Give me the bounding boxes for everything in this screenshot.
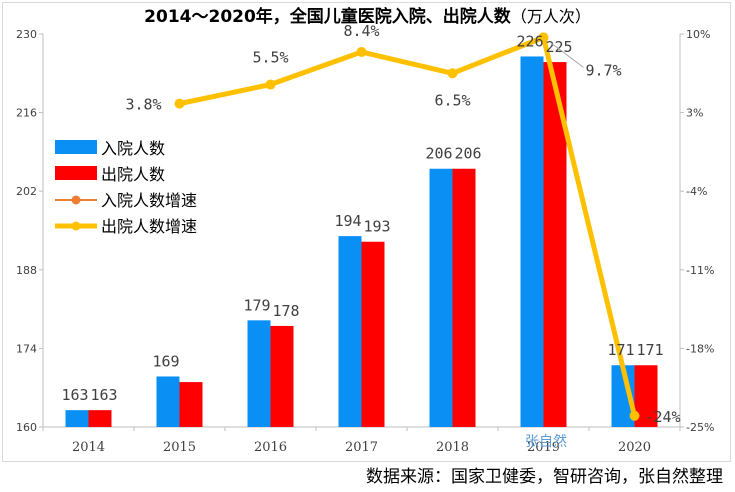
left-tick-label: 202 — [16, 185, 37, 198]
watermark: 张自然 — [525, 433, 567, 450]
growth-point — [629, 410, 640, 421]
right-tick-label: -25% — [686, 421, 714, 434]
discharges-value-label: 225 — [545, 38, 572, 56]
x-tick-label: 2015 — [163, 440, 196, 455]
growth-point — [447, 68, 458, 79]
growth-point — [538, 32, 549, 43]
admissions-bar — [338, 236, 362, 427]
admissions-bar — [247, 320, 271, 427]
right-tick-label: -4% — [686, 185, 707, 198]
discharges-bar — [179, 382, 203, 427]
x-tick-label: 2019 — [527, 440, 560, 455]
admissions-bar — [520, 56, 544, 427]
discharges-value-label: 178 — [272, 302, 299, 320]
admissions-value-label: 163 — [61, 386, 88, 404]
line-series — [174, 32, 640, 421]
admissions-bar — [65, 410, 89, 427]
admissions-bar — [429, 168, 453, 427]
chart-title-unit: （万人次） — [510, 7, 591, 26]
right-tick-label: -11% — [686, 264, 714, 277]
discharges-bar — [88, 410, 112, 427]
admissions-value-label: 169 — [152, 352, 179, 370]
right-axis: -25% -18% -11% -4% 3% 10% — [679, 28, 714, 434]
growth-point — [265, 79, 276, 90]
left-tick-label: 188 — [16, 264, 37, 277]
x-tick-label: 2020 — [618, 440, 651, 455]
left-tick-label: 174 — [16, 342, 37, 355]
x-axis: 2014 2015 2016 2017 2018 2019 2020 — [42, 426, 681, 455]
legend-label: 入院人数 — [101, 139, 165, 158]
legend-label: 出院人数增速 — [101, 217, 197, 236]
admissions-bar — [156, 376, 180, 427]
discharges-bar — [634, 365, 658, 427]
chart-title-main: 2014～2020年，全国儿童医院入院、出院人数 — [144, 7, 511, 27]
admissions-value-label: 179 — [243, 296, 270, 314]
chart-title: 2014～2020年，全国儿童医院入院、出院人数（万人次） — [0, 2, 735, 27]
right-tick-label: 3% — [686, 107, 703, 120]
right-tick-label: -18% — [686, 342, 714, 355]
left-tick-label: 160 — [16, 421, 37, 434]
chart-frame — [2, 2, 731, 462]
admissions-bar — [611, 365, 635, 427]
discharges-value-label: 171 — [636, 341, 663, 359]
x-tick-label: 2016 — [254, 440, 287, 455]
x-tick-label: 2014 — [72, 440, 105, 455]
growth-point — [174, 98, 185, 109]
discharges-value-label: 163 — [90, 386, 117, 404]
discharges-bar — [452, 168, 476, 427]
leader-line — [551, 42, 584, 68]
growth-value-label: -24% — [644, 408, 680, 426]
growth-value-label: 6.5% — [434, 91, 470, 109]
legend-label: 入院人数增速 — [101, 191, 197, 210]
discharges-value-label: 206 — [454, 145, 481, 163]
left-tick-label: 230 — [16, 28, 37, 41]
growth-value-label: 3.8% — [125, 96, 161, 114]
admissions-value-label: 206 — [425, 145, 452, 163]
discharges-growth-line — [178, 34, 637, 417]
data-labels: 163 163 169 179 178 194 193 206 206 226 225 171 171 3… — [61, 22, 680, 426]
legend-marker — [71, 195, 81, 205]
growth-value-label: 5.5% — [252, 49, 288, 67]
legend-swatch — [55, 140, 97, 154]
legend-label: 出院人数 — [101, 165, 165, 184]
discharges-value-label: 193 — [363, 218, 390, 236]
discharges-bar — [361, 241, 385, 427]
growth-value-label: 9.7% — [585, 61, 621, 79]
discharges-bar — [543, 62, 567, 427]
source-note: 数据来源：国家卫健委，智研咨询，张自然整理 — [366, 467, 723, 487]
bar-series — [65, 56, 658, 427]
left-axis: 160 174 188 202 216 230 — [16, 28, 44, 434]
left-tick-label: 216 — [16, 107, 37, 120]
growth-value-label: 8.4% — [343, 22, 379, 40]
growth-point — [356, 46, 367, 57]
x-tick-label: 2018 — [436, 440, 469, 455]
discharges-bar — [270, 325, 294, 427]
right-tick-label: 10% — [686, 28, 710, 41]
admissions-value-label: 226 — [516, 32, 543, 50]
admissions-value-label: 194 — [334, 212, 361, 230]
x-tick-label: 2017 — [345, 440, 378, 455]
legend-marker — [71, 221, 81, 231]
legend-swatch — [55, 166, 97, 180]
admissions-value-label: 171 — [607, 341, 634, 359]
